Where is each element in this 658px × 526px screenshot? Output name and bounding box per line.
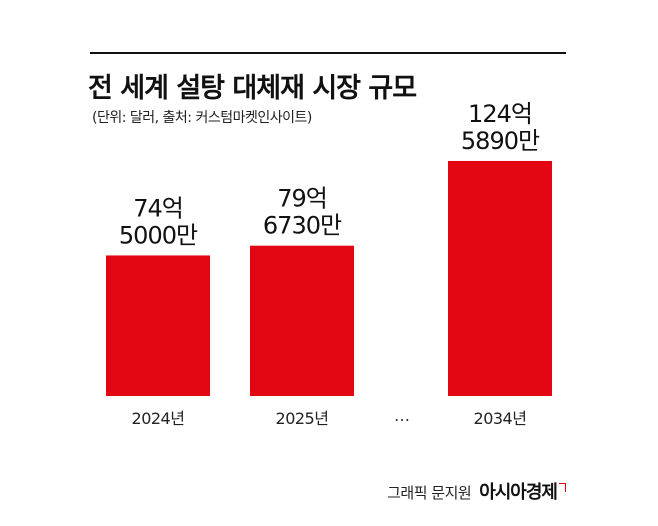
chart-title: 전 세계 설탕 대체재 시장 규모 — [88, 73, 417, 104]
bar-3 — [448, 160, 552, 396]
x-tick-label-3: 2034년 — [474, 409, 527, 428]
credit: 그래픽 문지원 아시아경제 — [387, 478, 566, 504]
axis-gap-marker: … — [394, 406, 410, 425]
brand-logo: 아시아경제 — [479, 482, 558, 503]
data-label-1-line-2: 5000만 — [119, 221, 198, 249]
x-tick-label-1: 2024년 — [132, 409, 185, 428]
chart-subtitle: (단위: 달러, 출처: 커스텀마켓인사이트) — [92, 110, 312, 126]
data-label-2-line-1: 79억 — [277, 185, 327, 213]
data-label-3-line-1: 124억 — [468, 100, 532, 128]
data-label-2-line-2: 6730만 — [263, 212, 342, 240]
data-label-1-line-1: 74억 — [133, 194, 183, 222]
x-tick-label-2: 2025년 — [276, 409, 329, 428]
data-label-3-line-2: 5890만 — [461, 127, 540, 155]
bar-1 — [106, 255, 210, 396]
credit-label: 그래픽 문지원 — [387, 484, 472, 502]
brand-mark-icon — [559, 483, 566, 492]
top-rule — [90, 52, 566, 54]
bar-2 — [250, 245, 354, 396]
